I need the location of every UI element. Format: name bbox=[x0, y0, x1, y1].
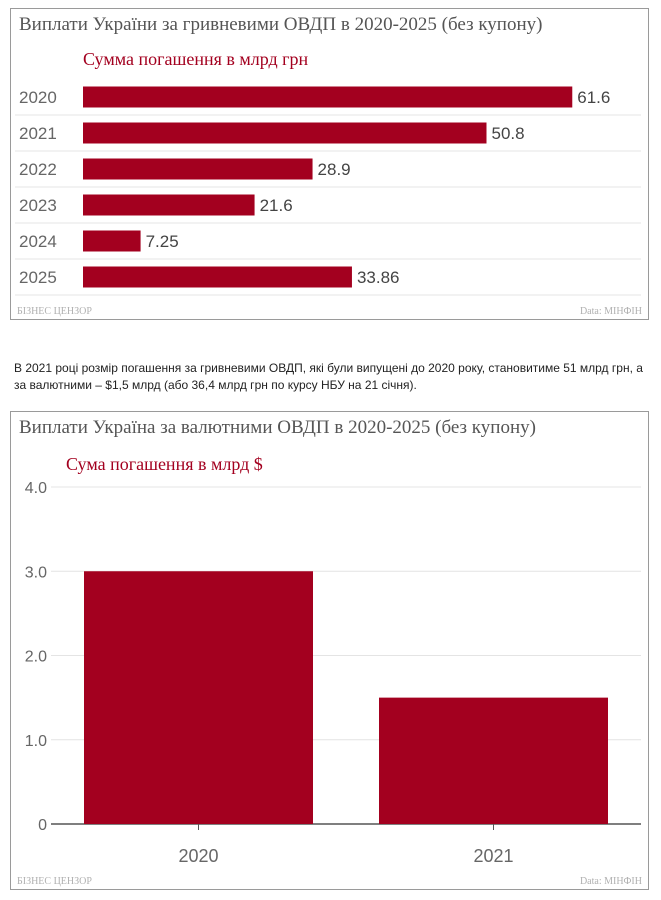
chart-title: Виплати України за гривневими ОВДП в 202… bbox=[19, 14, 543, 35]
data-label: 21.6 bbox=[260, 196, 293, 215]
hbar-plot: 2020 61.6 2021 50.8 2022 28.9 2023 21.6 2024 7.25… bbox=[15, 86, 641, 296]
hryvnia-bonds-chart: Виплати України за гривневими ОВДП в 202… bbox=[10, 8, 649, 320]
bar bbox=[379, 697, 608, 824]
data-label: 33.86 bbox=[357, 268, 400, 287]
chart-subtitle: Сумма погашення в млрд грн bbox=[83, 49, 309, 69]
bar bbox=[83, 230, 141, 252]
y-tick-label: 2.0 bbox=[25, 649, 47, 666]
y-tick-label: 4.0 bbox=[25, 480, 47, 497]
y-tick-label: 0 bbox=[38, 817, 47, 834]
vbar-plot: 0 1.0 2.0 3.0 4.0 2020 2021 bbox=[25, 480, 641, 866]
data-label: 61.6 bbox=[577, 88, 610, 107]
y-tick-label: 3.0 bbox=[25, 564, 47, 581]
category-label: 2021 bbox=[473, 846, 513, 866]
data-credit: Data: МІНФІН bbox=[579, 306, 642, 317]
bar bbox=[83, 194, 255, 216]
category-label: 2021 bbox=[19, 124, 57, 143]
y-tick-label: 1.0 bbox=[25, 733, 47, 750]
bar bbox=[83, 86, 573, 108]
category-label: 2024 bbox=[19, 232, 57, 251]
bar bbox=[83, 266, 352, 288]
currency-bonds-chart: Виплати Україна за валютними ОВДП в 2020… bbox=[10, 411, 649, 890]
source-credit: БІЗНЕС ЦЕНЗОР bbox=[17, 306, 92, 317]
category-label: 2022 bbox=[19, 160, 57, 179]
category-label: 2025 bbox=[19, 268, 57, 287]
category-label: 2020 bbox=[19, 88, 57, 107]
bar bbox=[84, 571, 313, 824]
data-label: 7.25 bbox=[146, 232, 179, 251]
source-credit: БІЗНЕС ЦЕНЗОР bbox=[17, 876, 92, 887]
chart-title: Виплати Україна за валютними ОВДП в 2020… bbox=[19, 417, 536, 438]
data-label: 28.9 bbox=[318, 160, 351, 179]
chart-subtitle: Сума погашення в млрд $ bbox=[66, 454, 263, 474]
bar bbox=[83, 158, 313, 180]
article-paragraph: В 2021 році розмір погашення за гривневи… bbox=[14, 361, 643, 392]
data-credit: Data: МІНФІН bbox=[579, 876, 642, 887]
bar bbox=[83, 122, 487, 144]
category-label: 2023 bbox=[19, 196, 57, 215]
category-label: 2020 bbox=[178, 846, 218, 866]
data-label: 50.8 bbox=[491, 124, 524, 143]
